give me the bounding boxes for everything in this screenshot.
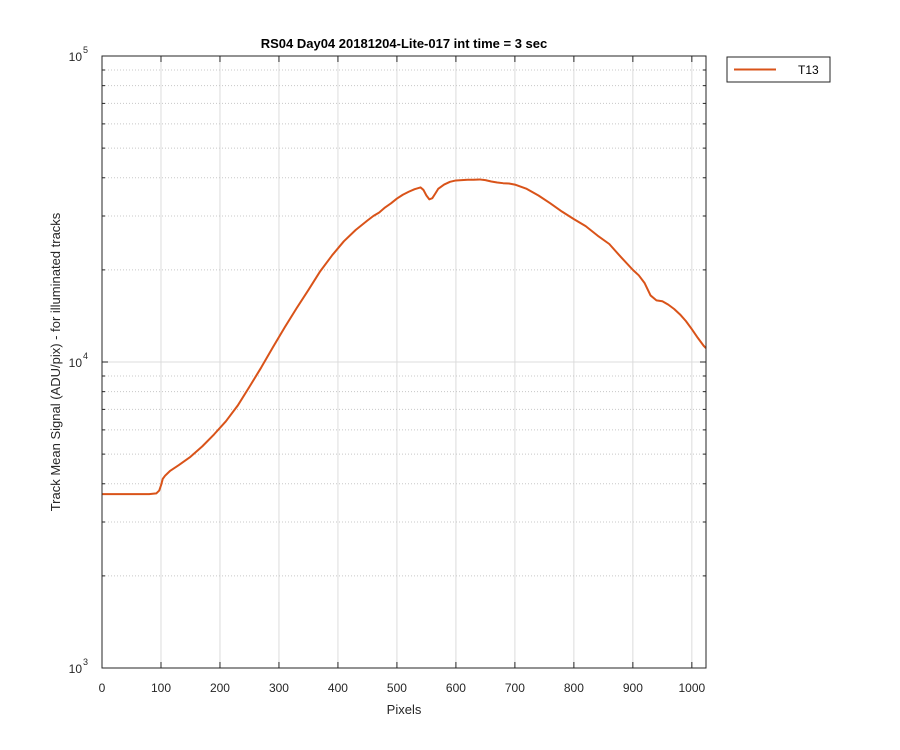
x-tick-label: 200	[210, 681, 230, 695]
series-layer	[102, 178, 707, 496]
x-tick-label: 0	[99, 681, 106, 695]
y-tick-label-base: 10	[69, 662, 83, 676]
y-tick-label: 10 5	[69, 45, 88, 64]
x-tick-label: 500	[387, 681, 407, 695]
chart-title: RS04 Day04 20181204-Lite-017 int time = …	[261, 36, 548, 51]
x-tick-label: 400	[328, 681, 348, 695]
y-tick-label-base: 10	[69, 50, 83, 64]
x-tick-label: 100	[151, 681, 171, 695]
legend: T13	[726, 56, 831, 83]
y-axis-label: Track Mean Signal (ADU/pix) - for illumi…	[48, 212, 63, 511]
x-tick-label: 600	[446, 681, 466, 695]
x-tick-label: 300	[269, 681, 289, 695]
plot-area: 0 100 200 300 400 500 600 700 800 900 1000 10 310 41…	[69, 45, 707, 695]
series-line-t13	[102, 178, 707, 496]
y-tick-label-base: 10	[69, 356, 83, 370]
legend-label-t13: T13	[798, 63, 819, 77]
x-tick-label: 900	[623, 681, 643, 695]
y-tick-label-exponent: 3	[83, 657, 88, 667]
x-tick-label: 1000	[678, 681, 705, 695]
y-tick-label: 10 3	[69, 657, 88, 676]
y-tick-label-exponent: 4	[83, 351, 88, 361]
y-tick-label-exponent: 5	[83, 45, 88, 55]
x-tick-labels: 0 100 200 300 400 500 600 700 800 900 1000	[99, 681, 706, 695]
x-axis-label: Pixels	[387, 702, 422, 717]
x-tick-label: 700	[505, 681, 525, 695]
y-tick-label: 10 4	[69, 351, 88, 370]
x-tick-label: 800	[564, 681, 584, 695]
ticks	[101, 55, 706, 669]
